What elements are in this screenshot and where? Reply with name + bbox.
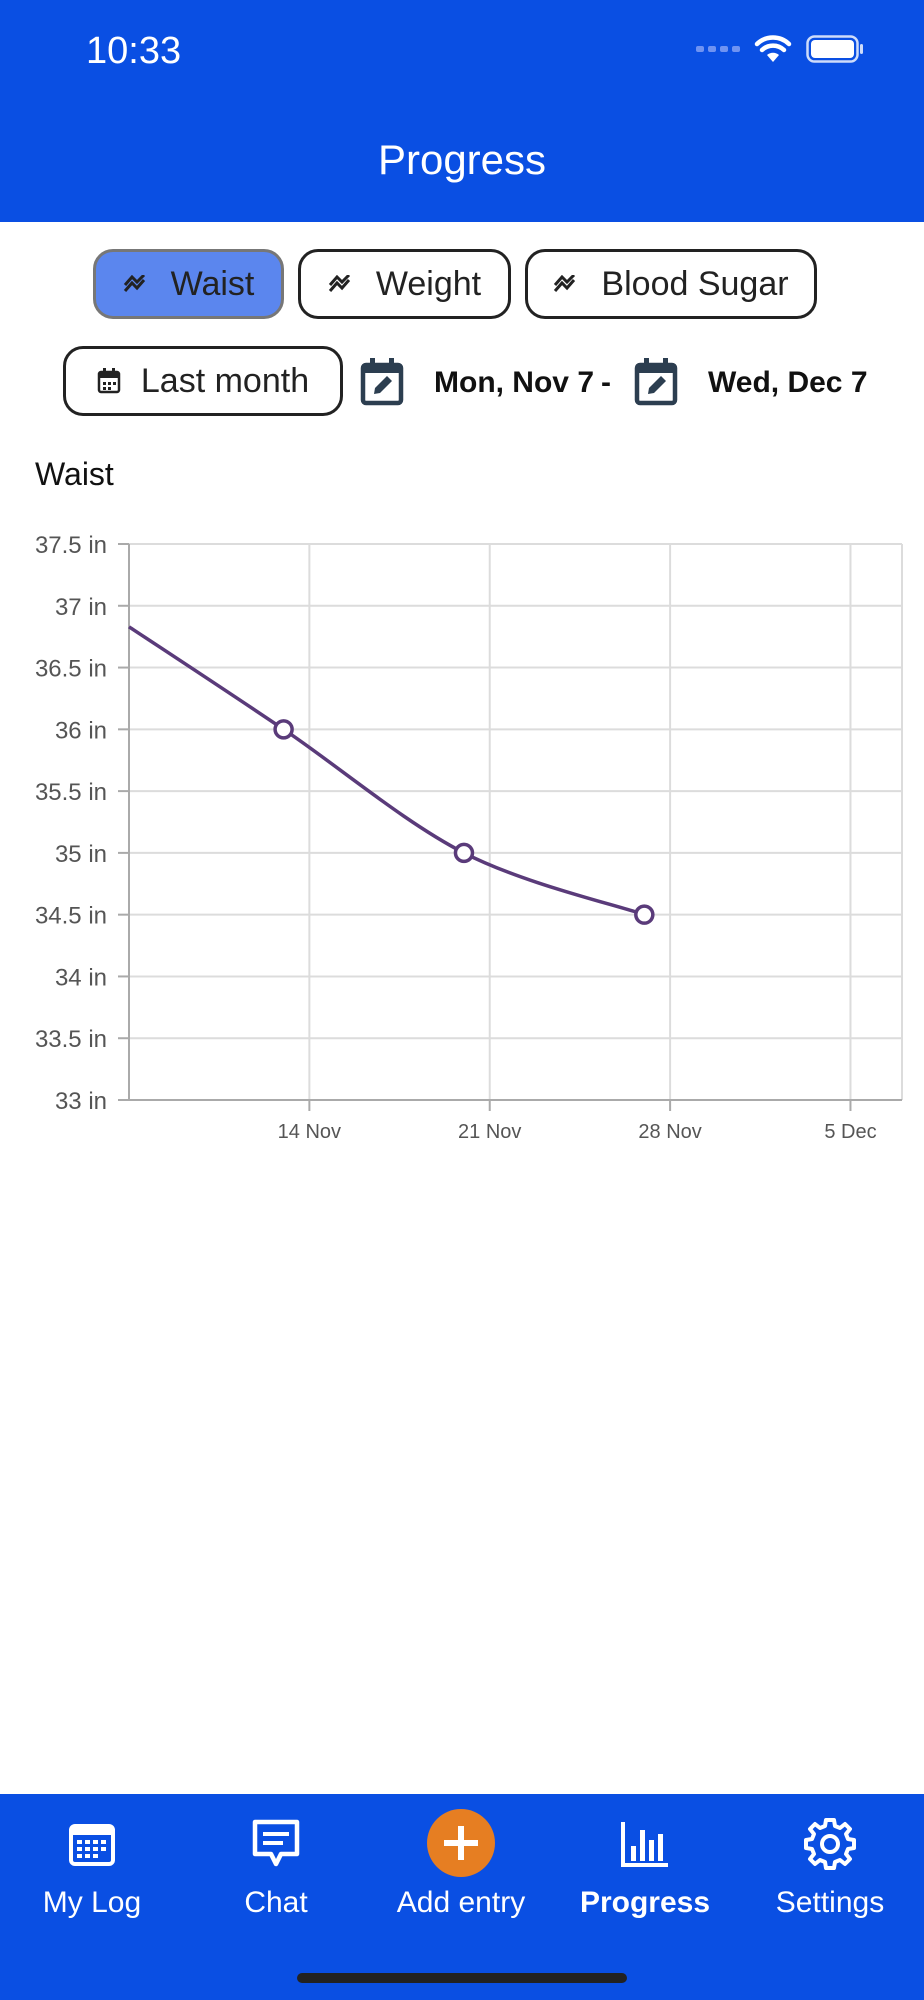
waist-series-line <box>128 625 645 917</box>
battery-icon <box>806 35 863 63</box>
y-tick-label: 37.5 in <box>35 532 107 559</box>
metric-chip-weight[interactable]: Weight <box>298 249 511 319</box>
y-tick-label: 35 in <box>55 841 107 868</box>
tab-label: Settings <box>775 1886 885 1919</box>
calendar-icon <box>69 1824 115 1866</box>
tab-chat[interactable]: Chat <box>184 1794 368 1934</box>
bottom-tab-bar: My Log Chat Add entry <box>0 1794 924 2000</box>
tab-my-log[interactable]: My Log <box>0 1794 184 1934</box>
tab-label: Add entry <box>396 1886 526 1919</box>
trend-icon <box>328 275 351 292</box>
trend-icon <box>554 275 576 292</box>
app-header: 10:33 Progress <box>0 0 924 222</box>
data-point <box>453 842 475 864</box>
end-date[interactable]: Wed, Dec 7 <box>708 366 868 399</box>
date-range-separator: - <box>601 366 611 399</box>
tab-label: Progress <box>579 1886 711 1919</box>
y-tick-label: 33 in <box>55 1088 107 1115</box>
x-tick-label: 28 Nov <box>638 1121 701 1143</box>
tab-settings[interactable]: Settings <box>738 1794 922 1934</box>
metric-chip-label: Weight <box>375 264 482 303</box>
y-tick-label: 34 in <box>55 964 107 991</box>
tab-progress[interactable]: Progress <box>553 1794 737 1934</box>
status-time: 10:33 <box>86 30 182 72</box>
metric-chip-label: Blood Sugar <box>601 264 789 303</box>
plus-icon <box>427 1809 495 1877</box>
trend-icon <box>123 275 145 292</box>
y-tick-label: 37 in <box>55 594 107 621</box>
waist-line-chart: 37.5 in 37 in 36.5 in 36 in 35.5 in 35 in 34.5… <box>35 532 903 1143</box>
calendar-edit-icon[interactable] <box>360 358 404 406</box>
wifi-icon <box>754 35 792 62</box>
y-tick-label: 36.5 in <box>35 656 107 683</box>
tab-label: My Log <box>42 1886 142 1919</box>
start-date[interactable]: Mon, Nov 7 <box>434 366 595 399</box>
y-tick-label: 36 in <box>55 717 107 744</box>
chat-icon <box>252 1819 300 1867</box>
home-indicator <box>297 1973 627 1983</box>
calendar-edit-icon[interactable] <box>634 358 678 406</box>
tab-add-entry[interactable]: Add entry <box>369 1794 553 1934</box>
page-title: Progress <box>377 136 547 183</box>
status-icons <box>696 34 864 64</box>
bar-chart-icon <box>621 1822 668 1867</box>
metric-chip-waist[interactable]: Waist <box>93 249 284 319</box>
calendar-small-icon <box>97 368 121 394</box>
x-tick-label: 14 Nov <box>278 1121 341 1143</box>
range-preset-label: Last month <box>140 361 310 400</box>
data-point <box>634 904 655 925</box>
y-tick-label: 35.5 in <box>35 779 107 806</box>
y-tick-label: 34.5 in <box>35 903 107 930</box>
chart-title: Waist <box>35 456 114 492</box>
metric-chip-blood-sugar[interactable]: Blood Sugar <box>525 249 817 319</box>
data-point <box>273 719 294 740</box>
x-tick-label: 21 Nov <box>458 1121 521 1143</box>
metric-chip-label: Waist <box>170 264 255 303</box>
signal-icon <box>696 46 740 52</box>
tab-label: Chat <box>244 1886 308 1919</box>
range-preset-button[interactable]: Last month <box>63 346 343 416</box>
x-tick-label: 5 Dec <box>824 1121 876 1143</box>
gear-icon <box>804 1818 856 1870</box>
y-tick-label: 33.5 in <box>35 1026 107 1053</box>
